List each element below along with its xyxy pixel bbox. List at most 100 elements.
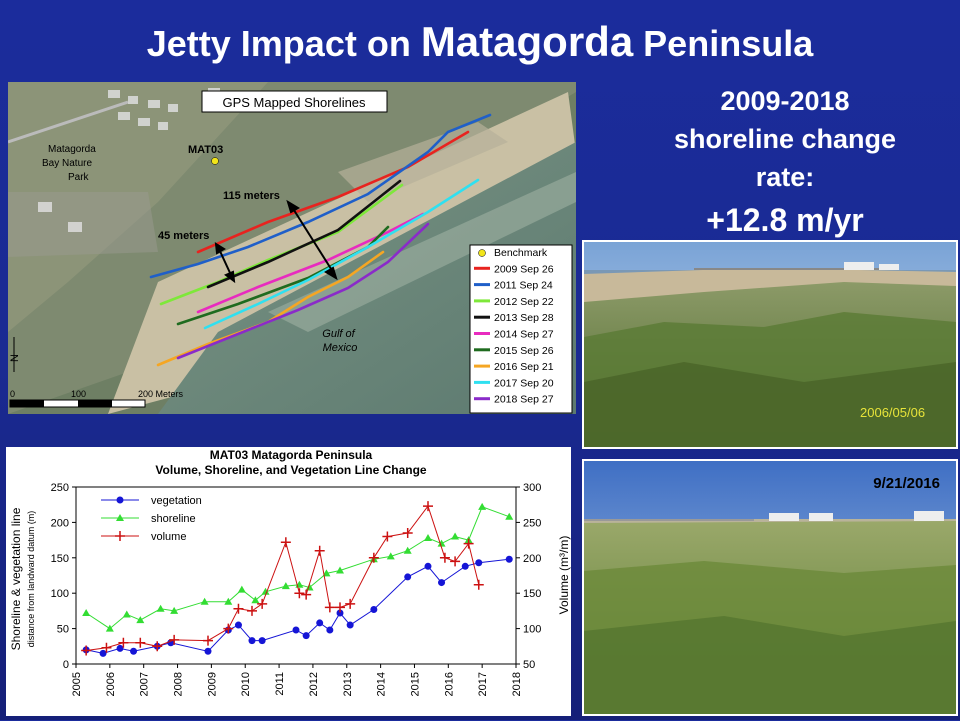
data-point xyxy=(122,610,131,618)
data-point xyxy=(294,588,305,599)
data-point xyxy=(370,605,378,613)
map-title-box xyxy=(201,90,388,113)
data-point xyxy=(152,641,163,652)
map-legend-label: 2016 Sep 21 xyxy=(494,361,554,373)
data-point xyxy=(135,637,146,648)
photo-2016-date: 9/21/2016 xyxy=(873,475,940,492)
data-point xyxy=(382,531,393,542)
chart-title: MAT03 Matagorda Peninsula xyxy=(210,448,373,462)
chart-legend-item: vegetation xyxy=(101,495,202,507)
plot-frame xyxy=(75,486,517,665)
data-point xyxy=(336,566,344,574)
chart-y2label: Volume (m³/m) xyxy=(557,536,571,615)
data-point xyxy=(403,546,412,554)
data-point xyxy=(505,555,513,563)
title-part-1: Jetty Impact on xyxy=(146,23,421,64)
map-legend-item: 2011 Sep 24 xyxy=(474,280,553,292)
rate-label-2: rate: xyxy=(755,162,815,192)
data-point xyxy=(301,589,312,600)
map-legend-item: 2017 Sep 20 xyxy=(474,377,554,389)
data-point xyxy=(326,626,334,634)
map-legend-label: 2017 Sep 20 xyxy=(494,377,554,389)
data-point xyxy=(170,606,179,614)
x-tick-label: 2013 xyxy=(342,672,354,696)
data-point xyxy=(335,602,345,613)
change-chart-svg: MAT03 Matagorda Peninsula Volume, Shorel… xyxy=(9,448,571,696)
aerial-map-image: GPS Mapped Shorelines Matagorda Bay Natu… xyxy=(8,82,576,414)
x-tick-label: 2015 xyxy=(409,672,421,696)
map-legend-label: 2009 Sep 26 xyxy=(494,263,554,275)
data-point xyxy=(302,632,310,640)
data-point xyxy=(281,582,290,590)
data-point xyxy=(203,635,213,646)
y-tick-label: 150 xyxy=(51,553,69,565)
map-legend: Benchmark 2009 Sep 26 2011 Sep 24 2012 Sep … xyxy=(469,244,573,414)
data-point xyxy=(368,552,379,563)
scale-label-0: 0 xyxy=(10,389,15,399)
data-point xyxy=(386,552,395,560)
scale-bar: 0 100 200 Meters xyxy=(9,389,184,408)
data-point xyxy=(116,644,124,652)
rate-label: shoreline change xyxy=(673,124,897,154)
y2-tick-label: 200 xyxy=(523,553,541,565)
y2-tick-label: 150 xyxy=(523,588,541,600)
chart-legend-item: volume xyxy=(101,531,186,543)
north-arrow-icon: N xyxy=(9,337,21,372)
distance-label-115: 115 meters xyxy=(223,190,280,202)
x-tick-label: 2009 xyxy=(206,672,218,696)
data-point xyxy=(463,538,474,549)
data-point xyxy=(451,532,460,540)
y2-tick-label: 250 xyxy=(523,517,541,529)
x-tick-label: 2018 xyxy=(511,672,523,696)
data-point xyxy=(423,501,433,512)
photo-2006-image: 2006/05/06 xyxy=(584,242,956,447)
slide-title: Jetty Impact on Matagorda Peninsula xyxy=(0,18,960,66)
data-point xyxy=(81,645,92,656)
data-point xyxy=(115,531,125,541)
x-tick-label: 2005 xyxy=(71,672,83,696)
change-chart: MAT03 Matagorda Peninsula Volume, Shorel… xyxy=(6,447,571,716)
x-tick-label: 2014 xyxy=(376,672,388,696)
data-point xyxy=(404,573,412,581)
x-tick-label: 2006 xyxy=(105,672,117,696)
x-tick-label: 2008 xyxy=(173,672,185,696)
data-point xyxy=(105,624,114,632)
title-part-3: Peninsula xyxy=(633,23,814,64)
data-point xyxy=(336,609,344,617)
chart-legend-label: shoreline xyxy=(151,513,196,525)
data-point xyxy=(130,647,138,655)
map-legend-label: 2011 Sep 24 xyxy=(494,280,553,292)
title-part-2: Matagorda xyxy=(420,18,634,65)
data-point xyxy=(437,539,446,547)
series-line xyxy=(86,505,480,651)
data-point xyxy=(324,602,335,613)
x-tick-label: 2016 xyxy=(443,672,455,696)
data-point xyxy=(346,621,354,629)
chart-axes: 0 50 100 150 200 250 50 100 150 200 250 300 2005 2006… xyxy=(51,482,542,696)
data-point xyxy=(280,537,291,548)
series-vegetation xyxy=(82,555,513,657)
data-point xyxy=(258,637,266,645)
map-legend-label: 2015 Sep 26 xyxy=(494,345,554,357)
x-tick-label: 2010 xyxy=(240,672,252,696)
data-point xyxy=(223,623,234,634)
chart-legend: vegetation shoreline volume xyxy=(101,495,202,543)
data-point xyxy=(248,637,256,645)
photo-2006-stamp: 2006/05/06 xyxy=(860,405,925,420)
chart-legend-label: vegetation xyxy=(151,495,202,507)
distance-arrows xyxy=(214,199,338,284)
data-point xyxy=(200,597,209,605)
data-point xyxy=(136,616,145,624)
map-legend-item: 2012 Sep 22 xyxy=(474,296,554,308)
legend-marker xyxy=(478,249,486,257)
data-point xyxy=(169,634,180,645)
north-label: N xyxy=(9,354,21,362)
chart-legend-item: shoreline xyxy=(101,513,196,525)
y-tick-label: 0 xyxy=(63,659,69,671)
map-legend-item: 2016 Sep 21 xyxy=(474,361,554,373)
series-line xyxy=(85,506,510,630)
data-point xyxy=(424,533,432,541)
data-point xyxy=(237,585,246,593)
map-legend-label: 2014 Sep 27 xyxy=(494,329,554,341)
data-point xyxy=(116,496,124,504)
